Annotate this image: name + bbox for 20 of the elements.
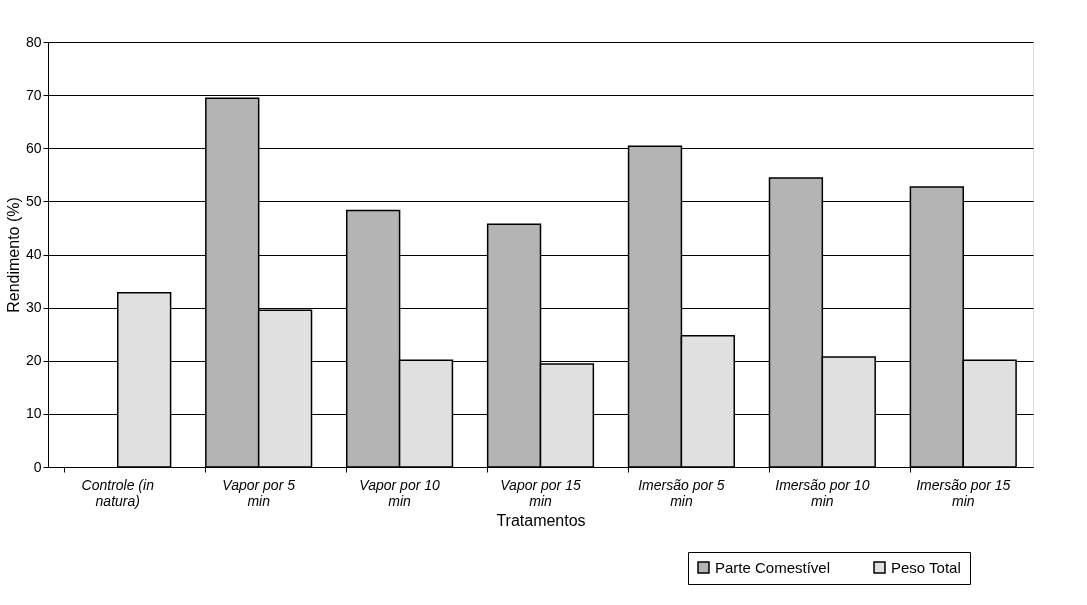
y-tick-label: 0 bbox=[33, 458, 42, 475]
y-tick-label: 40 bbox=[25, 246, 42, 262]
y-tick-label: 10 bbox=[25, 405, 42, 422]
x-tick-label: Imersão por 5 min bbox=[638, 476, 725, 509]
y-tick-label: 80 bbox=[25, 33, 42, 50]
y-axis-title: Rendimento (%) bbox=[4, 197, 22, 313]
x-tick-label: Vapor por 10 min bbox=[359, 476, 440, 509]
x-tick-label: Vapor por 15 min bbox=[500, 476, 581, 509]
legend-label: Parte Comestível bbox=[715, 558, 831, 576]
y-tick-label: 30 bbox=[25, 299, 42, 316]
x-tick-label: Vapor por 5 min bbox=[222, 476, 296, 509]
x-tick-label: Imersão por 15 min bbox=[916, 476, 1011, 509]
x-axis-title: Tratamentos bbox=[496, 511, 586, 529]
legend-label: Peso Total bbox=[891, 558, 961, 576]
y-tick-label: 60 bbox=[25, 139, 42, 156]
y-tick-label: 20 bbox=[25, 352, 42, 369]
x-tick-label: Controle (in natura) bbox=[81, 476, 155, 509]
x-tick-label: Imersão por 10 min bbox=[775, 476, 870, 509]
y-tick-label: 70 bbox=[25, 86, 42, 103]
y-tick-label: 50 bbox=[25, 192, 42, 209]
